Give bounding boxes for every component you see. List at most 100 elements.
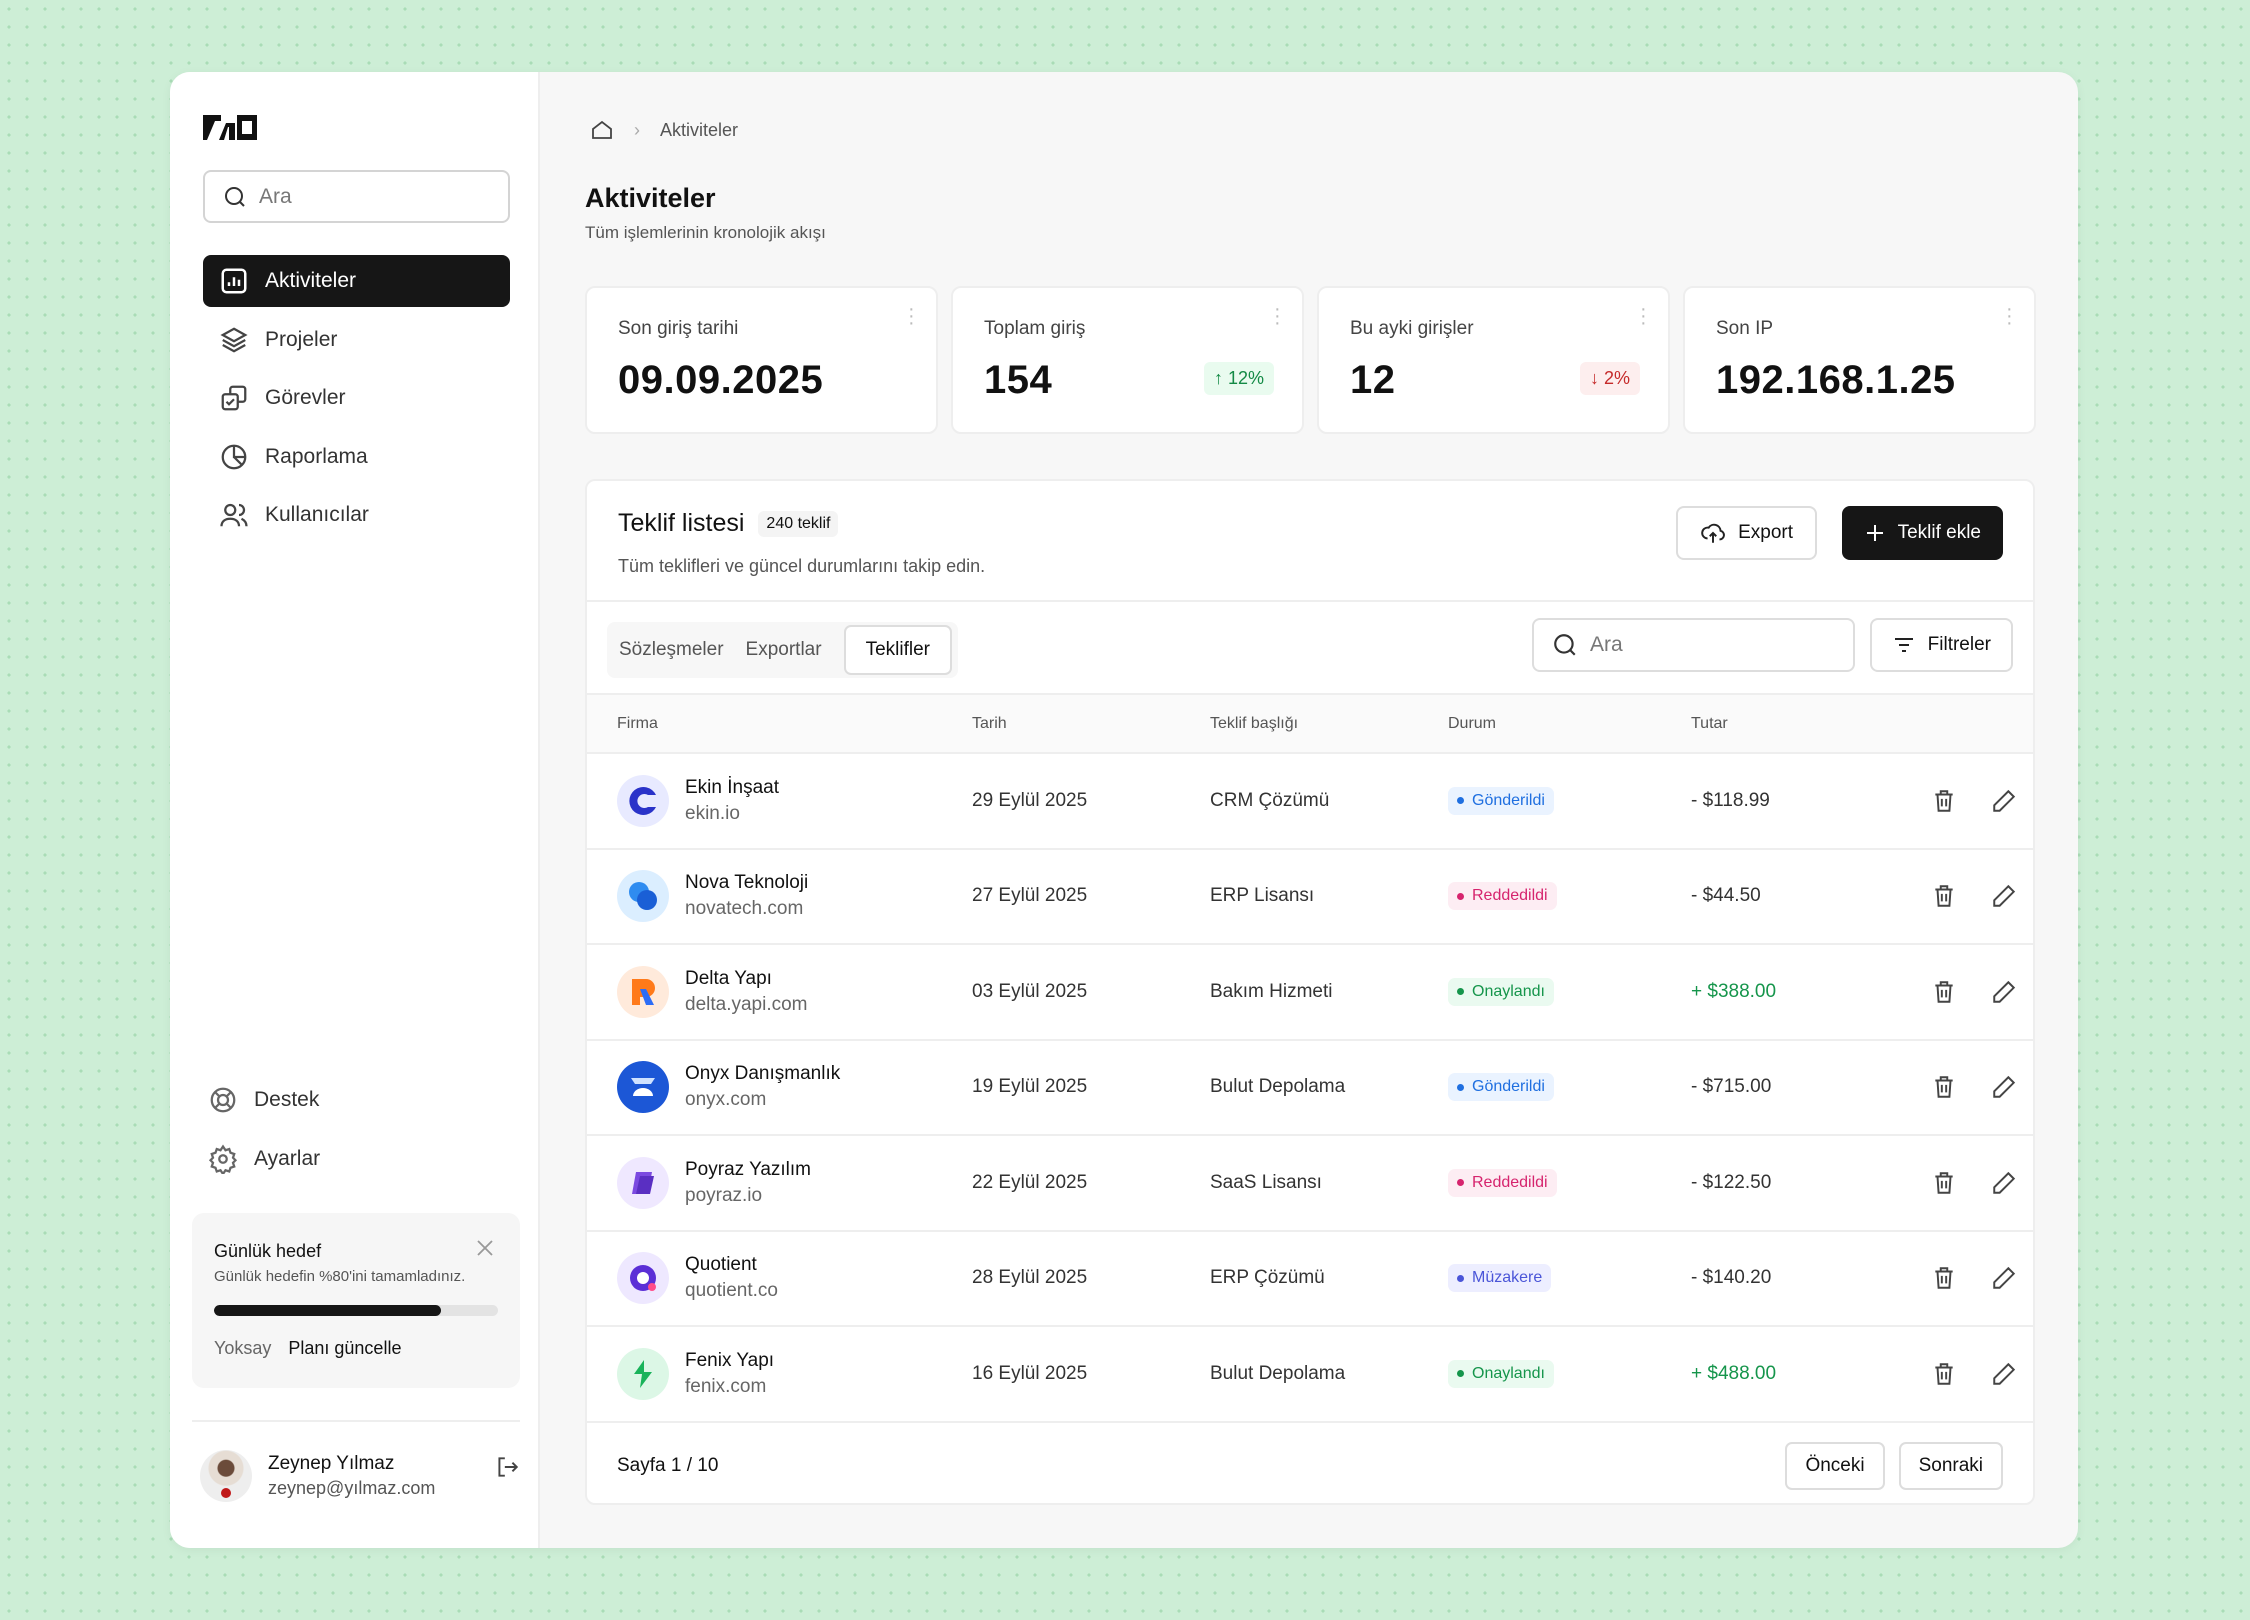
company-domain: quotient.co [685, 1280, 778, 1302]
close-icon[interactable] [476, 1239, 494, 1257]
gear-icon [208, 1143, 238, 1174]
logo [203, 115, 257, 140]
dismiss-button[interactable]: Yoksay [214, 1338, 272, 1358]
sidebar-search-input[interactable]: Ara [203, 170, 510, 223]
offers-table-card: Teklif listesi 240 teklif Tüm teklifleri … [585, 479, 2035, 1505]
company-name: Ekin İnşaat [685, 776, 779, 798]
offer-amount: + $388.00 [1691, 980, 1777, 1002]
trash-icon[interactable] [1931, 1170, 1957, 1196]
previous-button[interactable]: Önceki [1785, 1441, 1885, 1490]
page-title: Aktiviteler [585, 183, 716, 213]
table-search-input[interactable]: Ara [1532, 618, 1855, 672]
daily-goal-card: Günlük hedef Günlük hedefin %80'ini tama… [192, 1213, 520, 1388]
offer-amount: - $140.20 [1691, 1267, 1772, 1289]
company-name: Delta Yapı [685, 967, 772, 989]
more-icon[interactable]: · · · [1274, 298, 1281, 334]
more-icon[interactable]: · · · [1640, 298, 1647, 334]
stat-card-total-logins: · · · Toplam giriş 154 ↑ 12% [951, 286, 1304, 434]
pencil-icon[interactable] [1991, 1170, 2017, 1196]
tab-group: Sözleşmeler Exportlar Teklifler [607, 622, 958, 678]
table-row[interactable]: Ekin İnşaat ekin.io 29 Eylül 2025 CRM Çöz… [587, 754, 2033, 850]
more-icon[interactable]: · · · [908, 298, 915, 334]
logout-icon[interactable] [494, 1454, 520, 1480]
page-subtitle: Tüm işlemlerinin kronolojik akışı [585, 223, 826, 242]
pencil-icon[interactable] [1991, 788, 2017, 814]
more-icon[interactable]: · · · [2006, 298, 2013, 334]
goal-progress-bar [214, 1305, 498, 1316]
status-badge: Onaylandı [1448, 977, 1554, 1006]
company-logo [617, 1347, 669, 1400]
offer-title: Bakım Hizmeti [1210, 980, 1333, 1002]
trash-icon[interactable] [1931, 1265, 1957, 1291]
offer-date: 27 Eylül 2025 [972, 885, 1088, 907]
change-badge-up: ↑ 12% [1203, 362, 1274, 395]
pencil-icon[interactable] [1991, 1265, 2017, 1291]
trash-icon[interactable] [1931, 883, 1957, 909]
company-domain: delta.yapi.com [685, 993, 808, 1015]
pencil-icon[interactable] [1991, 1074, 2017, 1100]
offer-date: 19 Eylül 2025 [972, 1076, 1088, 1098]
company-domain: novatech.com [685, 898, 804, 920]
company-name: Fenix Yapı [685, 1349, 775, 1371]
offer-title: ERP Lisansı [1210, 885, 1315, 907]
table-row[interactable]: Delta Yapı delta.yapi.com 03 Eylül 2025 B… [587, 945, 2033, 1041]
table-row[interactable]: Quotient quotient.co 28 Eylül 2025 ERP Çö… [587, 1232, 2033, 1327]
company-domain: poyraz.io [685, 1184, 763, 1206]
sidebar-item-raporlama[interactable]: Raporlama [203, 431, 510, 483]
company-name: Onyx Danışmanlık [685, 1063, 841, 1085]
sidebar-item-projeler[interactable]: Projeler [203, 314, 510, 366]
app-window: Ara Aktiviteler Projeler Görevler Raporl… [170, 72, 2078, 1548]
company-name: Quotient [685, 1254, 757, 1276]
trash-icon[interactable] [1931, 1361, 1957, 1387]
breadcrumb: › Aktiviteler [590, 118, 738, 142]
offer-title: SaaS Lisansı [1210, 1171, 1322, 1193]
table-header: Firma Tarih Teklif başlığı Durum Tutar [587, 695, 2033, 754]
cloud-upload-icon [1701, 523, 1725, 543]
plus-icon [1866, 525, 1883, 541]
sidebar-item-destek[interactable]: Destek [208, 1074, 508, 1126]
company-domain: ekin.io [685, 802, 740, 824]
pagination: Sayfa 1 / 10 Önceki Sonraki [587, 1423, 2033, 1504]
stat-card-last-login: · · · Son giriş tarihi 09.09.2025 [585, 286, 938, 434]
add-offer-button[interactable]: Teklif ekle [1841, 506, 2003, 560]
update-plan-button[interactable]: Planı güncelle [288, 1338, 402, 1358]
status-badge: Gönderildi [1448, 1073, 1554, 1102]
user-profile[interactable]: Zeynep Yılmaz zeynep@yılmaz.com [200, 1450, 520, 1502]
filters-button[interactable]: Filtreler [1869, 618, 2013, 672]
trash-icon[interactable] [1931, 979, 1957, 1005]
divider [192, 1420, 520, 1422]
pencil-icon[interactable] [1991, 1361, 2017, 1387]
offer-title: ERP Çözümü [1210, 1267, 1325, 1289]
offer-date: 29 Eylül 2025 [972, 789, 1088, 811]
goal-title: Günlük hedef [214, 1241, 322, 1261]
pencil-icon[interactable] [1991, 979, 2017, 1005]
offer-date: 22 Eylül 2025 [972, 1171, 1088, 1193]
export-button[interactable]: Export [1676, 506, 1817, 560]
trash-icon[interactable] [1931, 788, 1957, 814]
pie-icon [221, 444, 247, 469]
goal-progress-fill [214, 1305, 442, 1316]
sidebar-item-gorevler[interactable]: Görevler [203, 372, 510, 424]
company-logo [617, 1061, 669, 1114]
table-row[interactable]: Onyx Danışmanlık onyx.com 19 Eylül 2025 B… [587, 1041, 2033, 1136]
company-name: Poyraz Yazılım [685, 1158, 812, 1180]
sidebar-item-kullanicilar[interactable]: Kullanıcılar [203, 489, 510, 541]
table-row[interactable]: Nova Teknoloji novatech.com 27 Eylül 2025… [587, 850, 2033, 945]
tab-teklifler[interactable]: Teklifler [843, 625, 952, 675]
pencil-icon[interactable] [1991, 883, 2017, 909]
offer-date: 28 Eylül 2025 [972, 1267, 1088, 1289]
home-icon[interactable] [590, 118, 614, 142]
tab-exportlar[interactable]: Exportlar [745, 639, 822, 660]
sidebar-item-ayarlar[interactable]: Ayarlar [208, 1133, 508, 1185]
company-logo [617, 774, 669, 827]
sidebar-item-aktiviteler[interactable]: Aktiviteler [203, 255, 510, 307]
table-row[interactable]: Fenix Yapı fenix.com 16 Eylül 2025 Bulut … [587, 1327, 2033, 1423]
trash-icon[interactable] [1931, 1074, 1957, 1100]
table-row[interactable]: Poyraz Yazılım poyraz.io 22 Eylül 2025 Sa… [587, 1136, 2033, 1232]
next-button[interactable]: Sonraki [1898, 1441, 2003, 1490]
tab-sozlesmeler[interactable]: Sözleşmeler [619, 639, 724, 660]
offer-title: CRM Çözümü [1210, 789, 1330, 811]
arrow-down-icon: ↓ [1589, 368, 1604, 388]
company-name: Nova Teknoloji [685, 872, 809, 894]
sidebar: Ara Aktiviteler Projeler Görevler Raporl… [170, 72, 540, 1548]
